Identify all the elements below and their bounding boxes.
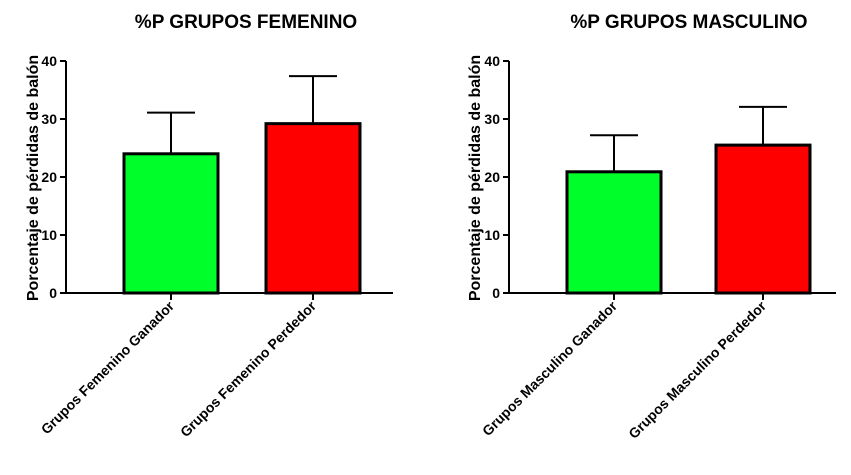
bar — [565, 170, 663, 295]
y-axis-label: Porcentaje de pérdidas de balón — [467, 55, 484, 301]
y-tick-label: 0 — [49, 285, 57, 301]
bar — [122, 152, 220, 295]
chart-marks: 0 10 20 30 40 Grupos Femenino Ganador Grupos F… — [38, 53, 393, 440]
y-tick-label: 30 — [41, 111, 57, 127]
bar — [264, 122, 362, 295]
chart-panel-masculino: %P GRUPOS MASCULINO Porcentaje de pérdid… — [467, 12, 836, 442]
y-tick-label: 10 — [484, 227, 500, 243]
bar — [714, 143, 812, 295]
x-category-label: Grupos Masculino Perdedor — [625, 297, 769, 441]
chart-marks: 0 10 20 30 40 Grupos Masculino Ganador Grupos … — [479, 53, 836, 442]
x-category-label: Grupos Masculino Ganador — [479, 297, 621, 439]
x-category-label: Grupos Femenino Ganador — [38, 297, 178, 437]
x-category-label: Grupos Femenino Perdedor — [177, 297, 320, 440]
y-tick-label: 20 — [484, 169, 500, 185]
chart-title: %P GRUPOS FEMENINO — [135, 12, 357, 33]
y-axis-label: Porcentaje de pérdidas de balón — [25, 55, 42, 301]
chart-panel-femenino: %P GRUPOS FEMENINO Porcentaje de pérdida… — [25, 12, 393, 440]
chart-title: %P GRUPOS MASCULINO — [570, 12, 807, 33]
y-tick-label: 40 — [41, 53, 57, 69]
y-tick-label: 10 — [41, 227, 57, 243]
y-tick-label: 20 — [41, 169, 57, 185]
y-tick-label: 40 — [484, 53, 500, 69]
y-tick-label: 0 — [492, 285, 500, 301]
y-tick-label: 30 — [484, 111, 500, 127]
